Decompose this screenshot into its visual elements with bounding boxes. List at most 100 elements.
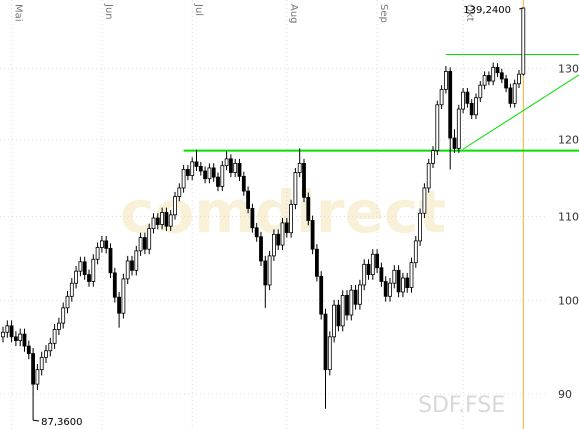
candle	[345, 290, 349, 321]
candle-body	[177, 187, 182, 197]
candle-body	[57, 322, 61, 330]
candle-body	[495, 66, 500, 74]
candle-body	[499, 72, 504, 80]
candle	[443, 65, 448, 94]
candle	[310, 215, 315, 255]
candle	[392, 265, 397, 289]
candle-body	[263, 260, 268, 286]
candle-body	[138, 237, 143, 252]
candle	[173, 191, 177, 220]
candle-body	[474, 97, 478, 116]
candle	[9, 320, 14, 343]
candle	[499, 68, 504, 84]
candle-body	[452, 137, 457, 149]
candle-body	[173, 196, 177, 216]
candle	[439, 85, 444, 110]
y-tick-label: 120	[558, 133, 579, 146]
candle	[138, 232, 143, 256]
x-tick-label: Okt	[464, 4, 475, 22]
candle-body	[392, 269, 397, 284]
candle-body	[345, 295, 349, 316]
candle-body	[164, 212, 169, 227]
candle	[521, 7, 526, 76]
candle	[396, 265, 401, 298]
candle	[259, 231, 263, 267]
extreme-label: 87,3600	[41, 417, 82, 428]
candle-body	[366, 263, 371, 275]
candle-body	[52, 329, 57, 344]
y-tick-label: 130	[558, 63, 579, 76]
candle-body	[375, 253, 380, 269]
candle	[211, 163, 216, 182]
candle-body	[336, 304, 341, 327]
candle-body	[91, 258, 96, 282]
candle	[130, 255, 134, 276]
candle	[452, 129, 457, 153]
candle	[52, 324, 57, 349]
candle-body	[388, 282, 392, 297]
x-tick-label: Sep	[378, 4, 389, 23]
candle	[82, 256, 87, 280]
candle	[190, 157, 195, 181]
candle-body	[203, 170, 208, 180]
candle	[224, 151, 229, 171]
candle	[465, 87, 470, 108]
candle-body	[95, 247, 100, 260]
candle-body	[284, 222, 289, 234]
candle	[353, 284, 358, 310]
candle	[388, 278, 392, 302]
candle	[168, 210, 173, 232]
candle	[155, 213, 160, 230]
label-leader	[519, 7, 524, 10]
candle-body	[190, 161, 195, 176]
candle-body	[198, 166, 203, 172]
candle-body	[237, 162, 242, 177]
candle	[198, 161, 203, 176]
candle	[276, 229, 281, 251]
candle-body	[22, 333, 27, 347]
candle-body	[233, 162, 238, 173]
candle	[405, 272, 410, 293]
candle-body	[482, 75, 487, 86]
candle	[48, 337, 53, 357]
candle	[160, 207, 165, 230]
candle-body	[289, 204, 294, 234]
candle-body	[448, 71, 453, 139]
candle-body	[78, 261, 83, 272]
label-leader	[33, 419, 40, 422]
candle	[357, 279, 362, 310]
candle	[125, 255, 130, 285]
candle-body	[327, 336, 332, 371]
candle	[400, 272, 405, 298]
candle	[220, 161, 225, 192]
candle	[91, 254, 96, 287]
candle	[87, 269, 91, 287]
candle-body	[443, 71, 448, 90]
candle-body	[100, 240, 104, 248]
candle-body	[224, 158, 229, 167]
candle-body	[87, 274, 91, 282]
candle-body	[69, 282, 74, 297]
candle-body	[362, 263, 367, 286]
candle	[181, 164, 186, 193]
candle	[478, 81, 483, 102]
candle-body	[82, 261, 87, 275]
candle	[508, 83, 513, 108]
candle-body	[517, 73, 521, 85]
candle	[207, 163, 212, 184]
candle	[517, 70, 521, 88]
candle	[233, 158, 238, 178]
candle-body	[142, 237, 147, 250]
candle-body	[31, 353, 36, 385]
candle-body	[194, 161, 199, 167]
candle	[26, 340, 31, 360]
candle-body	[349, 289, 354, 316]
candle-body	[465, 91, 470, 104]
candle-body	[418, 212, 423, 242]
x-tick-label: Jul	[193, 3, 204, 16]
candle-body	[340, 295, 345, 327]
candle	[228, 154, 233, 178]
candle-body	[413, 240, 418, 264]
candle	[95, 242, 100, 265]
candle	[1, 326, 5, 343]
